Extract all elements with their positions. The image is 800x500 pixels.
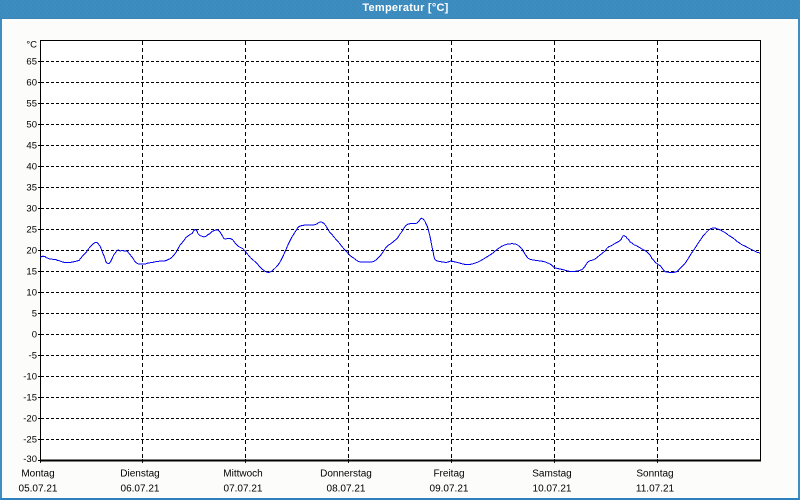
svg-text:45: 45 (26, 141, 37, 152)
svg-text:10.07.21: 10.07.21 (533, 484, 572, 495)
svg-text:Montag: Montag (21, 469, 54, 480)
svg-text:60: 60 (26, 78, 37, 89)
svg-text:Mittwoch: Mittwoch (223, 469, 262, 480)
svg-text:0: 0 (32, 330, 37, 341)
svg-text:Sonntag: Sonntag (636, 469, 673, 480)
svg-text:Samstag: Samstag (532, 469, 571, 480)
svg-text:06.07.21: 06.07.21 (121, 484, 160, 495)
svg-text:40: 40 (26, 162, 37, 173)
svg-text:65: 65 (26, 57, 37, 68)
svg-text:Donnerstag: Donnerstag (320, 469, 372, 480)
svg-text:50: 50 (26, 120, 37, 131)
svg-text:30: 30 (26, 204, 37, 215)
svg-text:25: 25 (26, 225, 37, 236)
svg-text:08.07.21: 08.07.21 (327, 484, 366, 495)
svg-text:-20: -20 (23, 414, 37, 425)
svg-text:07.07.21: 07.07.21 (224, 484, 263, 495)
svg-text:35: 35 (26, 183, 37, 194)
svg-text:Dienstag: Dienstag (120, 469, 159, 480)
svg-text:Freitag: Freitag (433, 469, 464, 480)
svg-text:5: 5 (32, 309, 37, 320)
svg-text:55: 55 (26, 99, 37, 110)
svg-text:09.07.21: 09.07.21 (430, 484, 469, 495)
svg-text:-10: -10 (23, 372, 37, 383)
svg-text:-5: -5 (29, 351, 37, 362)
svg-text:11.07.21: 11.07.21 (636, 484, 675, 495)
svg-text:15: 15 (26, 267, 37, 278)
svg-text:20: 20 (26, 246, 37, 257)
svg-text:05.07.21: 05.07.21 (19, 484, 58, 495)
svg-text:-25: -25 (23, 435, 37, 446)
svg-text:-15: -15 (23, 393, 37, 404)
svg-text:10: 10 (26, 288, 37, 299)
svg-text:-30: -30 (23, 454, 37, 465)
svg-text:°C: °C (26, 40, 37, 51)
